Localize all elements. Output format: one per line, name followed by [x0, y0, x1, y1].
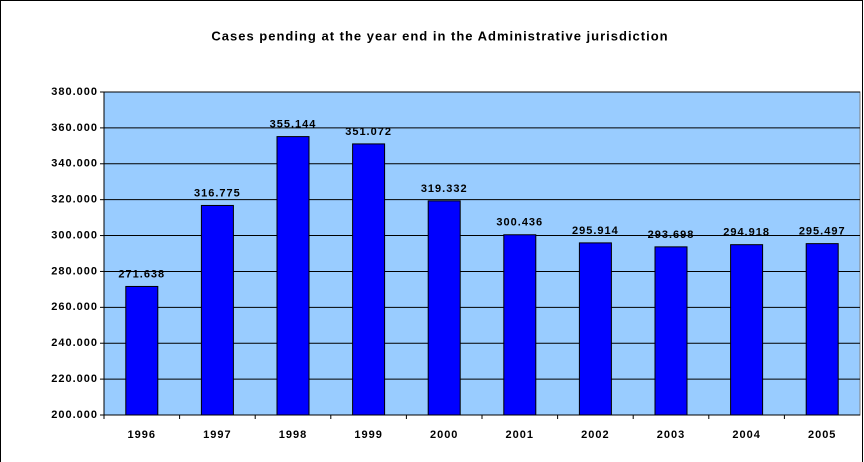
- bar: [730, 244, 764, 416]
- data-label: 351.072: [345, 126, 392, 138]
- x-tick-label: 2001: [506, 429, 534, 441]
- data-label: 295.914: [572, 225, 619, 237]
- x-tick-label: 2000: [430, 429, 458, 441]
- y-tick-label: 340.000: [51, 158, 98, 170]
- y-tick-label: 200.000: [51, 409, 98, 421]
- y-tick-label: 240.000: [51, 337, 98, 349]
- x-tick-label: 1998: [279, 429, 307, 441]
- data-label: 300.436: [496, 217, 543, 229]
- chart-title: Cases pending at the year end in the Adm…: [211, 28, 668, 43]
- bar: [200, 204, 234, 416]
- x-tick-label: 1996: [128, 429, 156, 441]
- bar: [427, 200, 461, 416]
- bar: [125, 285, 159, 416]
- x-tick-label: 2005: [808, 429, 836, 441]
- bar: [503, 234, 537, 416]
- y-tick-label: 300.000: [51, 229, 98, 241]
- data-label: 293.698: [648, 229, 695, 241]
- x-tick-label: 2003: [657, 429, 685, 441]
- data-label: 271.638: [118, 268, 165, 280]
- y-tick-label: 280.000: [51, 265, 98, 277]
- x-tick-label: 1997: [203, 429, 231, 441]
- data-label: 355.144: [270, 119, 317, 131]
- bar: [805, 243, 839, 416]
- data-label: 294.918: [723, 227, 770, 239]
- data-label: 316.775: [194, 187, 241, 199]
- x-tick-label: 1999: [354, 429, 382, 441]
- bar: [276, 136, 310, 416]
- bar: [654, 246, 688, 416]
- y-tick-label: 380.000: [51, 86, 98, 98]
- y-tick-label: 220.000: [51, 373, 98, 385]
- bar: [578, 242, 612, 416]
- data-label: 295.497: [799, 226, 846, 238]
- y-tick-label: 360.000: [51, 122, 98, 134]
- x-tick-label: 2002: [581, 429, 609, 441]
- y-tick-label: 320.000: [51, 194, 98, 206]
- y-tick-label: 260.000: [51, 301, 98, 313]
- x-tick-label: 2004: [732, 429, 760, 441]
- bar: [352, 143, 386, 416]
- data-label: 319.332: [421, 183, 468, 195]
